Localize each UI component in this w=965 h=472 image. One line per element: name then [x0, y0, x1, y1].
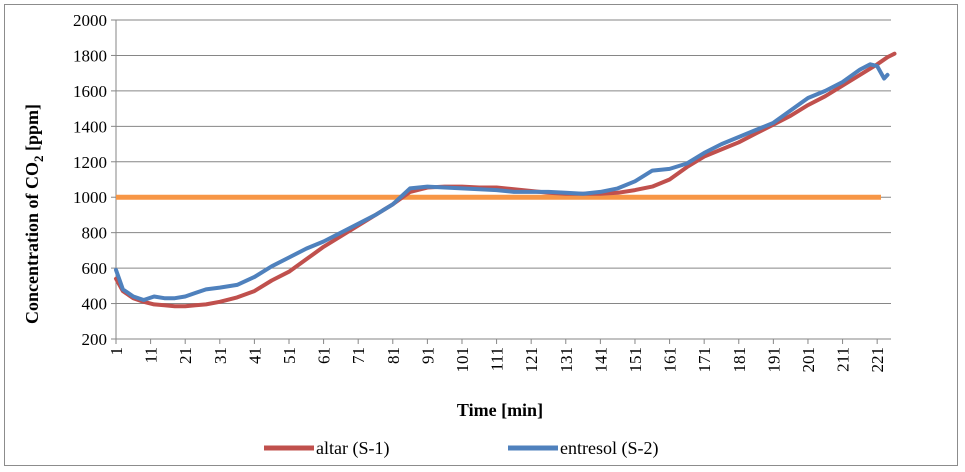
x-tick-label: 41: [245, 347, 264, 364]
y-tick-label: 1000: [73, 188, 107, 207]
x-tick-label: 81: [384, 347, 403, 364]
legend-label-altar: altar (S-1): [316, 438, 389, 459]
x-tick-label: 61: [315, 347, 334, 364]
y-tick-label: 400: [82, 295, 108, 314]
x-tick-label: 201: [799, 347, 818, 373]
x-tick-label: 71: [349, 347, 368, 364]
gridlines: [116, 19, 891, 340]
x-tick-label: 141: [591, 347, 610, 373]
y-tick-label: 1600: [73, 82, 107, 101]
x-tick-label: 221: [868, 347, 887, 373]
x-tick-label: 101: [453, 347, 472, 373]
x-tick-labels: 1 11 21 31 41 51 61 71 81 91 101 111 121 131 141 151 161…: [107, 347, 887, 373]
y-tick-labels: 200 400 600 800 1000 1200 1400 1600 1800 2000: [73, 11, 107, 349]
x-tick-label: 131: [557, 347, 576, 373]
series-line-entresol: [114, 62, 890, 302]
x-tick-label: 211: [834, 347, 853, 372]
y-tick-label: 200: [82, 330, 108, 349]
x-tick-label: 1: [107, 347, 126, 356]
x-tick-label: 111: [488, 347, 507, 371]
x-tick-label: 161: [661, 347, 680, 373]
y-tick-label: 2000: [73, 11, 107, 30]
x-tick-label: 151: [626, 347, 645, 373]
x-tick-label: 181: [730, 347, 749, 373]
y-tick-label: 600: [82, 259, 108, 278]
x-tick-label: 21: [176, 347, 195, 364]
y-tick-label: 1400: [73, 117, 107, 136]
chart-frame: [4, 4, 958, 466]
legend: altar (S-1) entresol (S-2): [264, 438, 658, 459]
x-tick-label: 171: [695, 347, 714, 373]
x-tick-label: 51: [280, 347, 299, 364]
y-tick-label: 1800: [73, 46, 107, 65]
x-tick-label: 91: [418, 347, 437, 364]
y-axis-title: Concentration of CO2 [ppm]: [22, 104, 46, 324]
x-tick-label: 121: [522, 347, 541, 373]
axes: [111, 19, 891, 344]
x-tick-label: 31: [211, 347, 230, 364]
series-layer: [114, 51, 897, 309]
y-tick-label: 1200: [73, 153, 107, 172]
x-axis-title: Time [min]: [457, 400, 543, 420]
y-tick-label: 800: [82, 224, 108, 243]
x-tick-label: 191: [764, 347, 783, 373]
x-tick-label: 11: [142, 347, 161, 363]
legend-label-entresol: entresol (S-2): [560, 438, 658, 459]
